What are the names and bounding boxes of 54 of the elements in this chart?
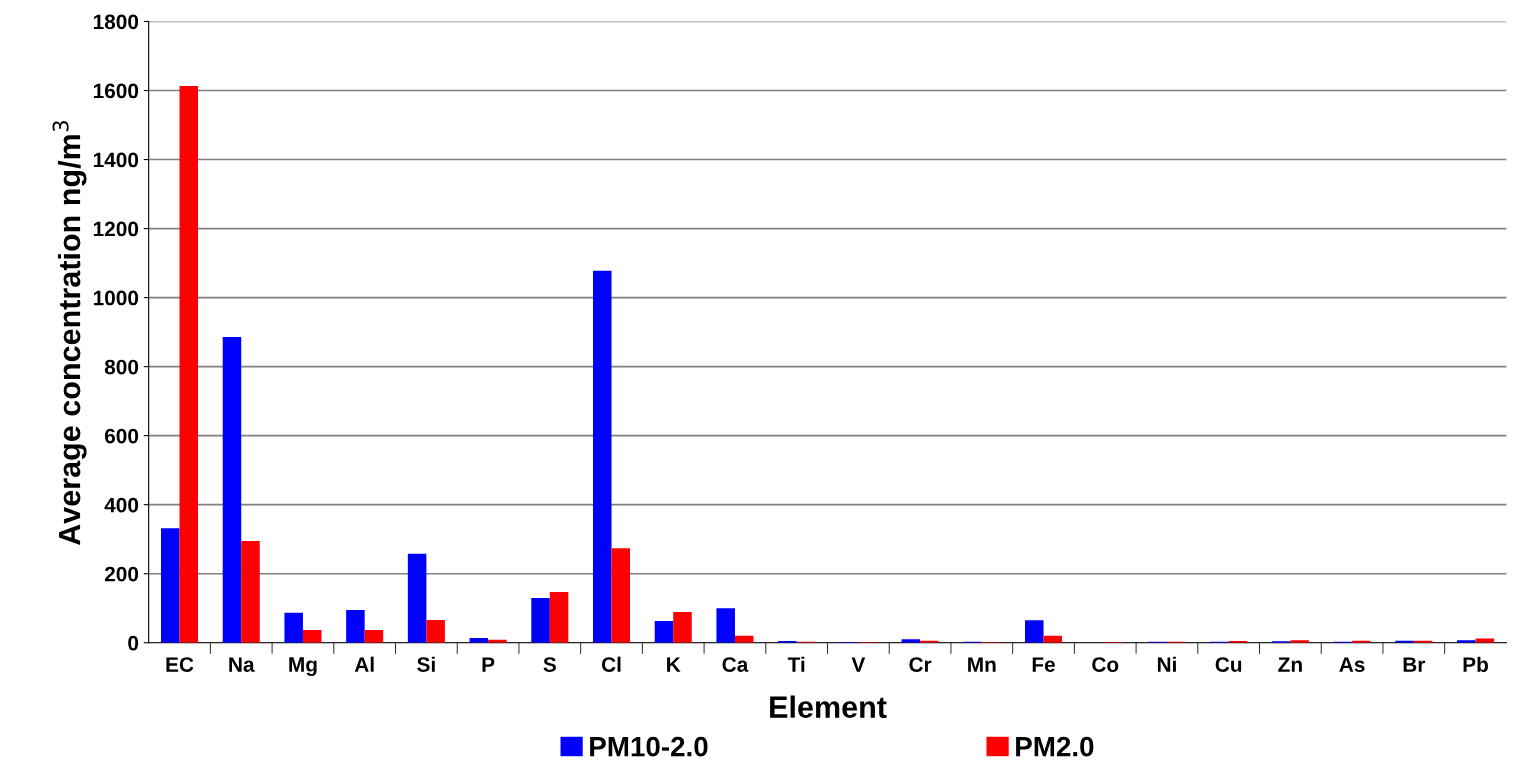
bar (611, 548, 631, 643)
x-tick-label: Si (417, 656, 435, 672)
x-tick-label: Al (354, 656, 374, 672)
y-tick-label: 1800 (93, 14, 139, 30)
x-tick-label: Fe (1032, 657, 1055, 672)
x-tick-label: Br (1403, 657, 1426, 672)
x-tick-label: V (851, 657, 866, 672)
x-axis-title: Element (770, 695, 887, 718)
y-tick-label: 600 (104, 428, 139, 444)
x-tick-label: Co (1092, 657, 1119, 672)
legend-label: PM2.0 (1016, 736, 1094, 757)
x-tick-label: Cr (909, 657, 932, 672)
x-tick-label: Cu (1215, 657, 1242, 672)
y-tick-label: 1400 (93, 152, 139, 168)
x-tick-label: Zn (1278, 657, 1302, 672)
bar (302, 629, 322, 643)
bar (716, 608, 735, 643)
x-tick-label: K (667, 657, 681, 672)
y-tick-label: 0 (128, 635, 139, 651)
y-tick-label: 800 (104, 359, 139, 375)
bar (241, 540, 260, 643)
x-tick-label: EC (166, 657, 194, 672)
bar (222, 336, 242, 643)
x-tick-label: Cl (601, 656, 621, 672)
bar (284, 612, 303, 643)
x-tick-label: Pb (1463, 656, 1488, 672)
x-tick-label: Na (229, 657, 255, 672)
y-tick-label: 1000 (93, 290, 139, 306)
y-tick-label: 1200 (93, 221, 139, 237)
bar (179, 86, 199, 643)
bar (161, 528, 180, 643)
y-tick-label: 400 (104, 497, 139, 513)
x-tick-label: Mg (289, 657, 317, 677)
bar (593, 270, 612, 643)
x-tick-label: Ca (722, 657, 749, 672)
x-tick-label: S (543, 657, 556, 672)
y-axis-title: Average concentration ng/m$^{3}$ (52, 121, 87, 546)
x-tick-label: Ni (1157, 656, 1176, 672)
x-tick-label: Ti (787, 656, 805, 672)
bar (654, 621, 674, 643)
bar (531, 597, 550, 643)
bar (407, 553, 427, 643)
bar (673, 612, 692, 643)
bar (426, 619, 445, 643)
bar (346, 609, 365, 643)
x-tick-label: P (482, 657, 495, 672)
legend-label: PM10-2.0 (590, 736, 708, 757)
bar (364, 629, 384, 643)
x-tick-label: Mn (968, 657, 996, 672)
bar (1025, 620, 1044, 643)
x-tick-label: As (1339, 657, 1365, 672)
bar (549, 592, 569, 643)
y-tick-label: 1600 (93, 83, 139, 99)
y-tick-label: 200 (104, 566, 139, 582)
